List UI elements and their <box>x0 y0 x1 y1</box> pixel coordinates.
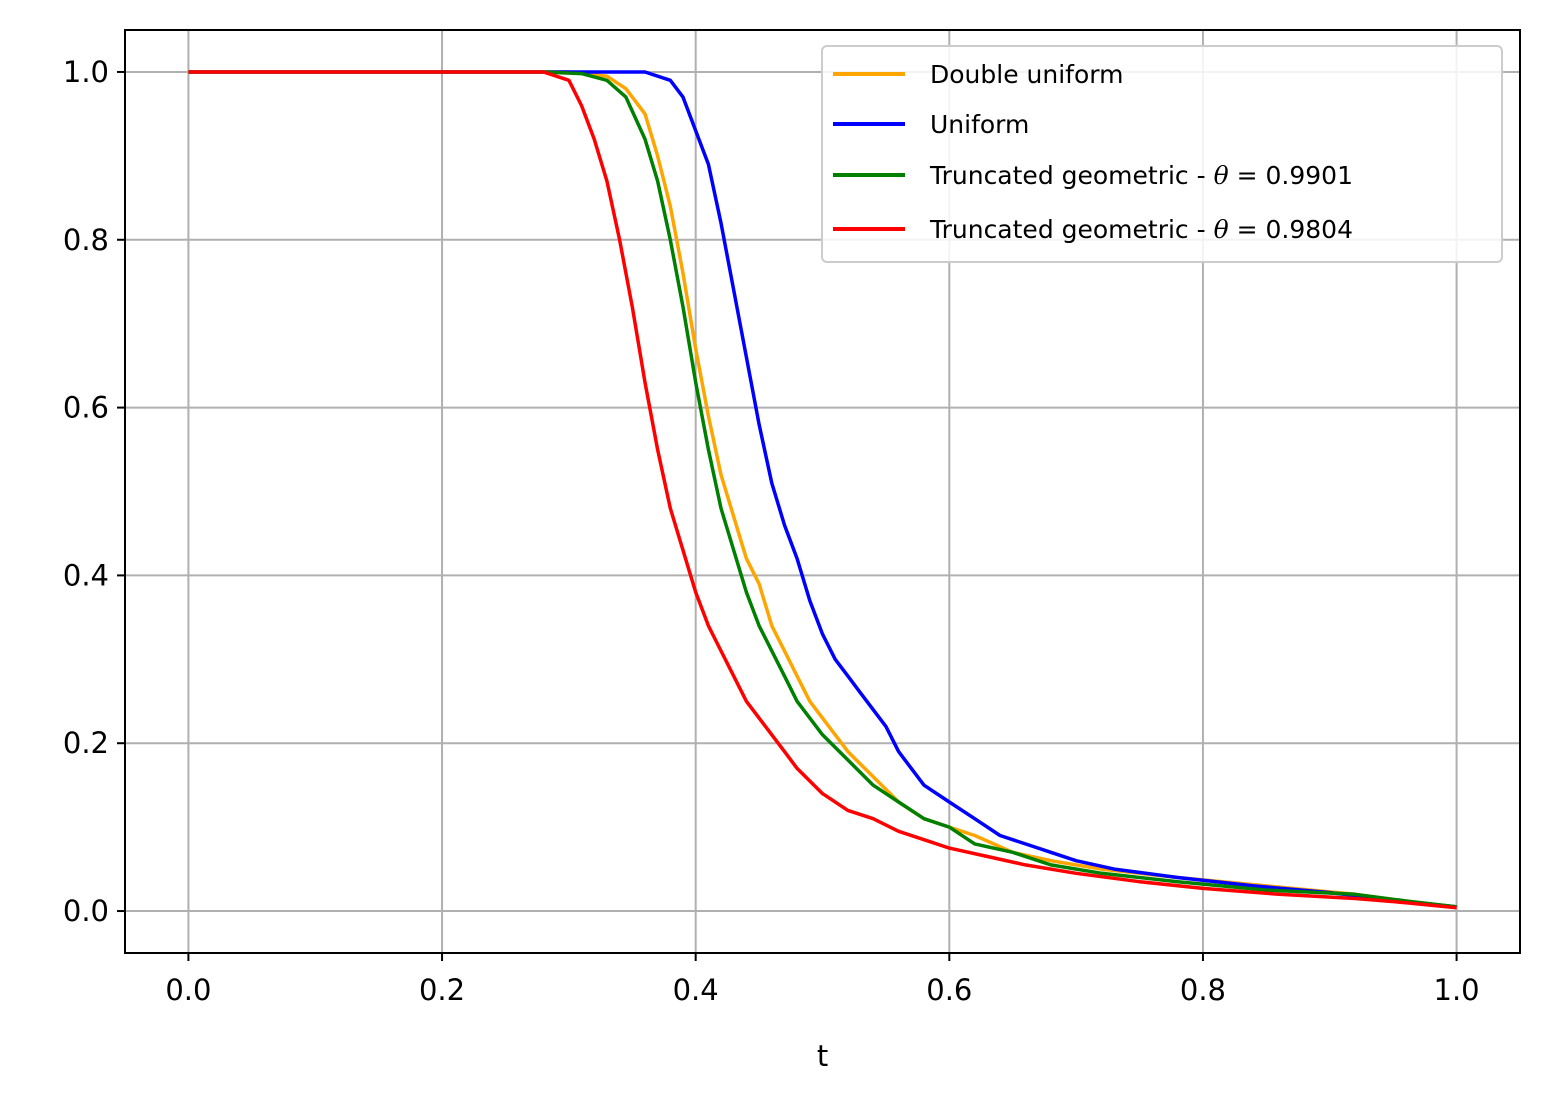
y-tick-label: 1.0 <box>63 55 109 89</box>
series-line-0 <box>188 70 1457 909</box>
x-tick-label: 1.0 <box>1434 973 1480 1007</box>
ticks: 0.0 0.2 0.4 0.6 0.8 1.0 0.0 0.2 0.4 0.6 0.8 1.0 <box>63 55 1480 1007</box>
legend: Double uniform Uniform Truncated geometric… <box>821 45 1503 263</box>
x-tick-label: 0.8 <box>1180 973 1226 1007</box>
x-tick-label: 0.2 <box>419 973 465 1007</box>
y-tick-label: 0.4 <box>63 558 109 592</box>
y-tick-label: 0.0 <box>63 894 109 928</box>
series-line-1 <box>188 70 1457 909</box>
y-tick-label: 0.2 <box>63 726 109 760</box>
x-tick-label: 0.6 <box>926 973 972 1007</box>
series-layer <box>188 70 1457 910</box>
series-line-3 <box>188 70 1457 910</box>
plot-frame <box>124 29 1521 954</box>
legend-label: Truncated geometric - θ = 0.9901 <box>929 161 1353 190</box>
y-tick-label: 0.8 <box>63 223 109 257</box>
series-line-2 <box>188 70 1457 909</box>
x-tick-label: 0.4 <box>673 973 719 1007</box>
legend-label: Double uniform <box>930 60 1123 89</box>
legend-label: Uniform <box>930 110 1029 139</box>
legend-label: Truncated geometric - θ = 0.9804 <box>929 215 1353 244</box>
x-tick-label: 0.0 <box>165 973 211 1007</box>
y-tick-label: 0.6 <box>63 391 109 425</box>
legend-box <box>821 45 1503 263</box>
x-axis-label: t <box>817 1039 828 1073</box>
